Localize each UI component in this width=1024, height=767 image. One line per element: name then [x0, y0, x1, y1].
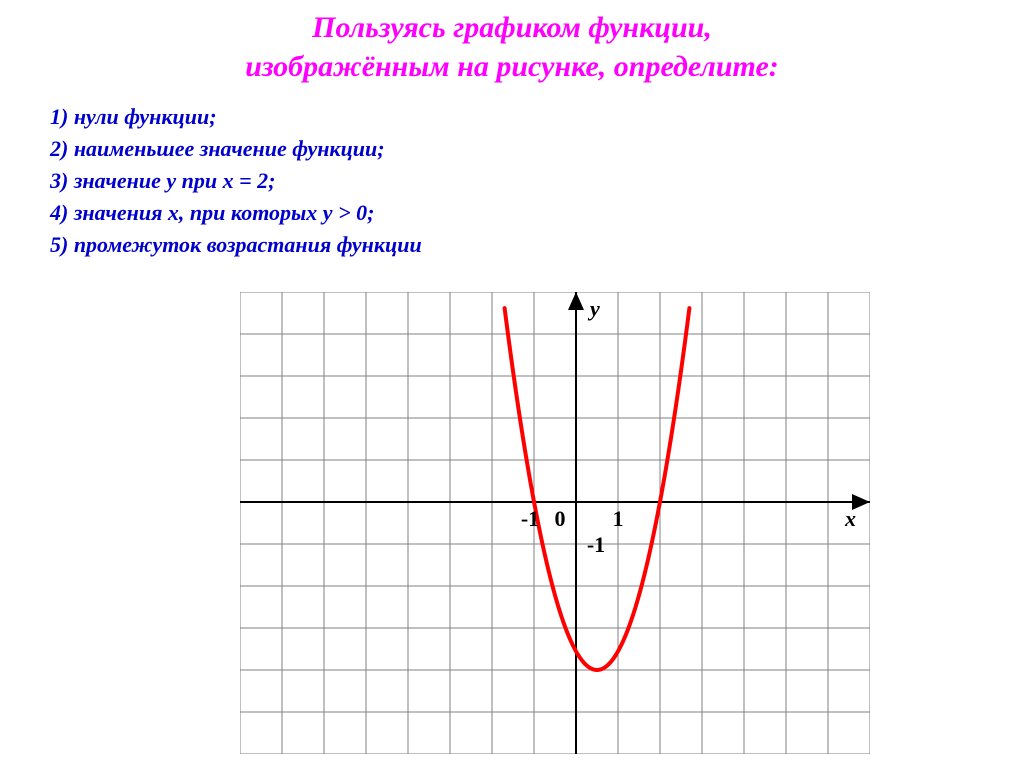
- svg-text:-1: -1: [587, 532, 605, 557]
- function-graph: y x 0 1 -1 -1: [240, 292, 870, 754]
- chart-container: y x 0 1 -1 -1: [240, 292, 870, 759]
- svg-text:1: 1: [613, 506, 624, 531]
- svg-text:x: x: [844, 506, 856, 531]
- task-item: 4) значения x, при которых y > 0;: [50, 200, 1024, 226]
- svg-text:-1: -1: [521, 506, 539, 531]
- task-list: 1) нули функции; 2) наименьшее значение …: [50, 104, 1024, 258]
- task-item: 1) нули функции;: [50, 104, 1024, 130]
- svg-text:0: 0: [555, 506, 566, 531]
- task-item: 2) наименьшее значение функции;: [50, 136, 1024, 162]
- page-title: Пользуясь графиком функции, изображённым…: [0, 0, 1024, 86]
- title-line-1: Пользуясь графиком функции,: [0, 8, 1024, 47]
- svg-text:y: y: [587, 296, 600, 321]
- title-line-2: изображённым на рисунке, определите:: [0, 47, 1024, 86]
- task-item: 5) промежуток возрастания функции: [50, 232, 1024, 258]
- task-item: 3) значение y при x = 2;: [50, 168, 1024, 194]
